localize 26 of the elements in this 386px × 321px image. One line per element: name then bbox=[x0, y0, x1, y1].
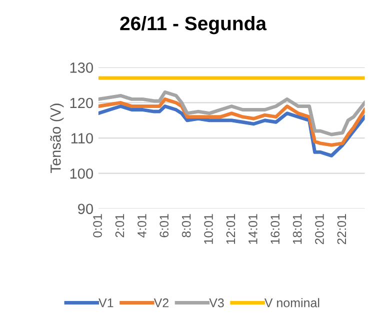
y-axis-title: Tensão (V) bbox=[50, 104, 64, 173]
line-series bbox=[98, 90, 365, 136]
line-series bbox=[98, 104, 365, 158]
y-tick-label: 110 bbox=[71, 133, 93, 144]
x-tick-label: 2:01 bbox=[115, 214, 124, 238]
x-tick-label: 18:01 bbox=[292, 214, 302, 244]
y-tick-label: 120 bbox=[70, 98, 93, 108]
x-tick-label: 14:01 bbox=[248, 214, 258, 244]
y-tick-label: 130 bbox=[70, 62, 93, 73]
legend-label: V1 bbox=[98, 298, 114, 308]
chart-title: 26/11 - Segunda bbox=[120, 16, 267, 34]
x-tick-label: 10:01 bbox=[204, 214, 213, 244]
y-tick-label: 100 bbox=[70, 168, 93, 179]
x-tick-label: 20:01 bbox=[315, 214, 324, 244]
x-tick-label: 4:01 bbox=[138, 214, 146, 238]
x-tick-label: 22:01 bbox=[337, 214, 346, 244]
x-tick-label: 8:01 bbox=[182, 214, 191, 238]
y-tick-label: 90 bbox=[78, 204, 93, 214]
legend-label: V2 bbox=[154, 298, 168, 308]
legend-label: V3 bbox=[209, 298, 224, 308]
x-tick-label: 6:01 bbox=[160, 214, 169, 238]
legend-label: V nominal bbox=[264, 298, 320, 308]
x-tick-label: 12:01 bbox=[226, 214, 236, 244]
x-tick-label: 0:01 bbox=[93, 214, 102, 238]
x-tick-label: 16:01 bbox=[270, 214, 280, 244]
line-series bbox=[98, 97, 365, 147]
